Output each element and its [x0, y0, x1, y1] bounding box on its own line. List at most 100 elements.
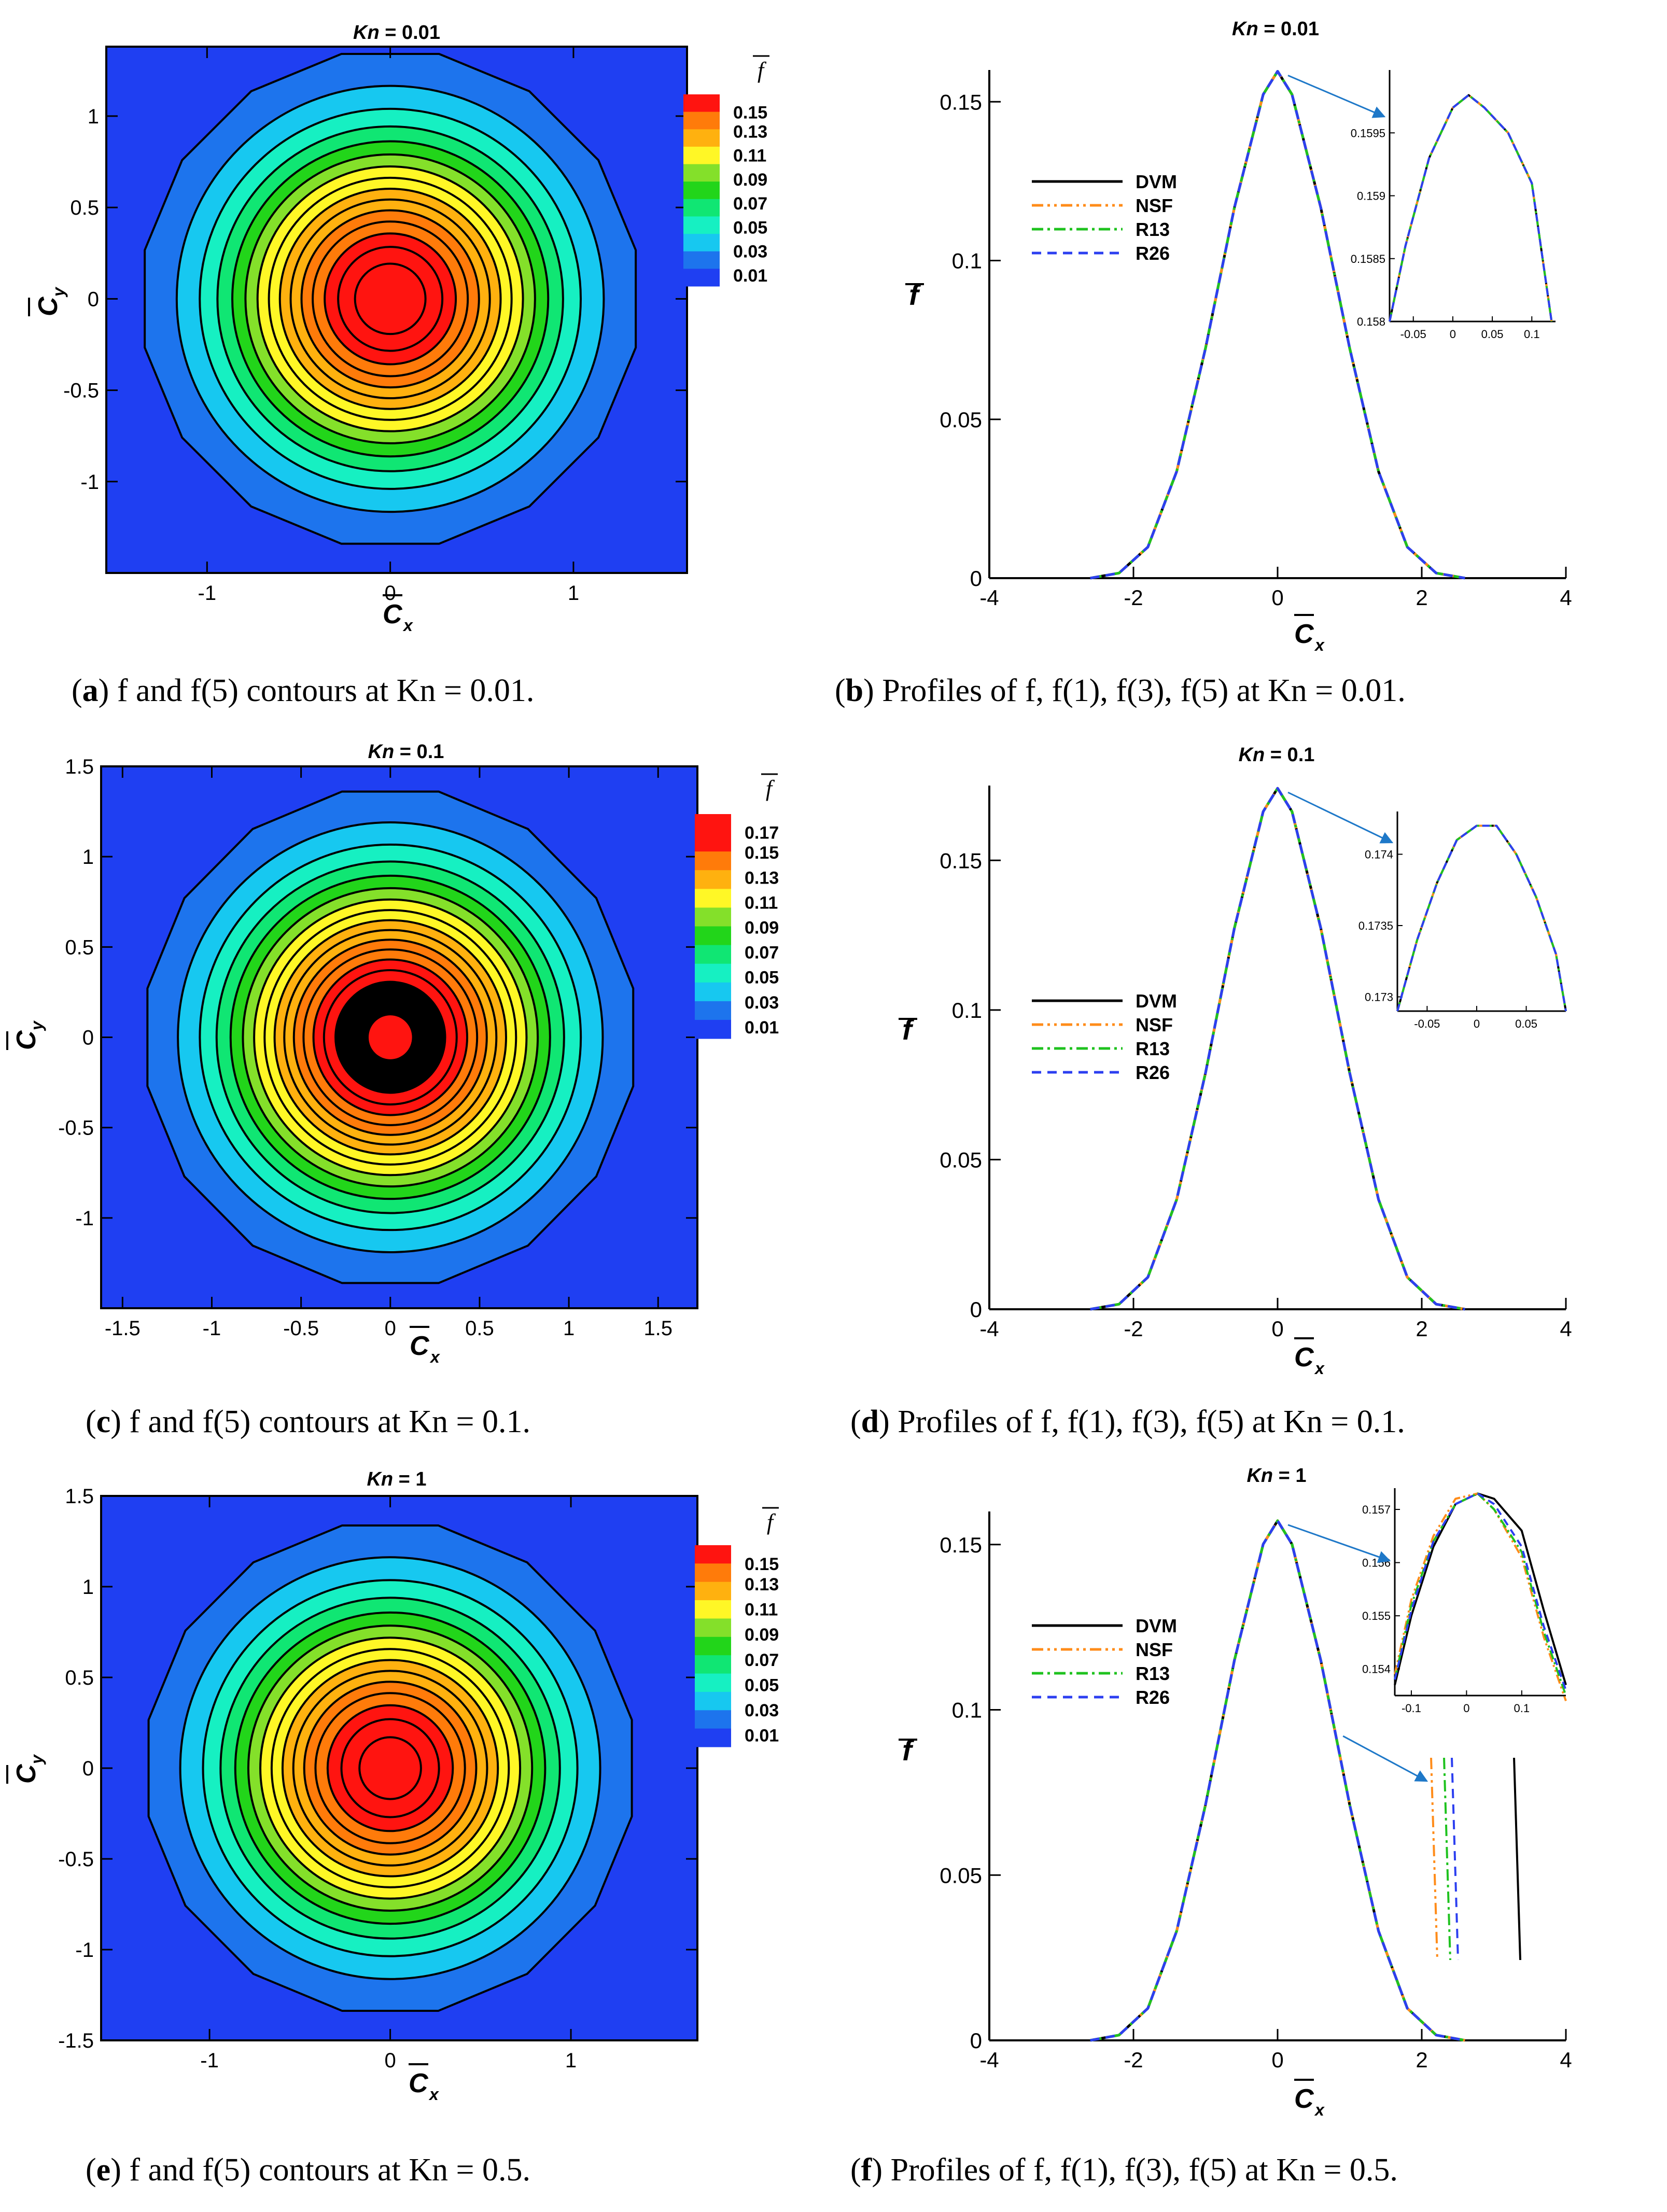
x-tick-label: -1 [198, 582, 217, 605]
title-value: = 1 [393, 1468, 426, 1490]
panel-c-contour: Kn = 0.1 -1.5 -1 -0.5 0 0.5 1 1.5 -1 -0.5 0 0.5 1 1.… [6, 741, 779, 1439]
colorbar-tick-label: 0.09 [733, 170, 767, 190]
tail-zoom-line-r13 [1443, 1757, 1451, 1961]
y-tick-label: 0.5 [65, 936, 94, 959]
title-value: = 1 [1273, 1465, 1306, 1487]
legend-label-nsf: NSF [1136, 195, 1173, 216]
legend-label-dvm: DVM [1136, 1615, 1177, 1636]
contour-line [314, 1692, 466, 1844]
contour-line [300, 209, 480, 389]
y-label-main: C [11, 1030, 41, 1050]
x-tick-label: -2 [1124, 1317, 1143, 1341]
caption-letter: f [861, 2152, 873, 2188]
legend-label-r26: R26 [1136, 243, 1170, 264]
x-axis-label: C x [383, 594, 413, 635]
y-tick-label: 0 [970, 1297, 982, 1322]
x-axis-label: C x [1294, 1337, 1325, 1378]
contour-line [289, 198, 491, 399]
axes: -1 0 1 -1.5 -1 -0.5 0 0.5 1 1.5 [58, 1485, 697, 2072]
x-axis-label: C x [1294, 614, 1325, 654]
title-kn: Kn [1246, 1465, 1273, 1487]
y-tick-label: 0 [82, 1757, 94, 1780]
series-line-r26 [1090, 70, 1465, 580]
colorbar-swatch [695, 1728, 731, 1747]
inset-series-line-r26 [1389, 94, 1553, 322]
inset-x-tick-label: 0.05 [1515, 1017, 1537, 1030]
inset-series-line-r26 [1396, 824, 1567, 1012]
x-tick-label: 4 [1560, 1317, 1572, 1341]
y-tick-label: -0.5 [58, 1848, 94, 1871]
x-tick-label: 1 [565, 2049, 577, 2072]
colorbar-swatch [695, 1673, 731, 1692]
panel-f-profile: Kn = 1 -4 -2 0 2 4 0 0.05 0.1 0.15 DVM NSF R13 R26 -0… [850, 1465, 1572, 2188]
legend-label-r26: R26 [1136, 1062, 1170, 1083]
x-tick-label: 1.5 [643, 1317, 673, 1340]
contour-line [244, 153, 536, 444]
caption-text: f and f(5) contours at Kn = 0.01. [117, 673, 535, 708]
legend-label-r26: R26 [1136, 1687, 1170, 1708]
series-line-r26 [1090, 787, 1465, 1311]
colorbar-swatch [695, 926, 731, 946]
x-label-sub: x [428, 2085, 439, 2104]
title-value: = 0.1 [1265, 744, 1314, 766]
legend-label-dvm: DVM [1136, 171, 1177, 192]
y-tick-label: -1 [75, 1207, 94, 1230]
panel-title: Kn = 0.1 [368, 741, 444, 763]
contour-line [292, 1670, 488, 1867]
caption-text: Profiles of f, f(1), f(3), f(5) at Kn = … [882, 673, 1405, 708]
contour-line [337, 246, 444, 352]
inset-series-line-r13 [1389, 94, 1553, 322]
contour-line [268, 176, 513, 421]
contour-line [215, 860, 565, 1214]
caption-letter: b [846, 673, 863, 708]
y-axis-label: C y [6, 1020, 46, 1050]
caption-text: Profiles of f, f(1), f(3), f(5) at Kn = … [890, 2152, 1397, 2188]
contour-line [231, 140, 550, 458]
y-tick-label: -1 [80, 471, 99, 494]
panel-title: Kn = 1 [367, 1468, 426, 1490]
colorbar-tick-label: 0.07 [733, 194, 767, 214]
colorbar-swatch [695, 889, 731, 908]
y-label-sub: y [27, 1754, 46, 1765]
legend-label-r13: R13 [1136, 1663, 1170, 1684]
contour-line [354, 262, 427, 335]
contour-line [273, 919, 508, 1156]
x-label-main: C [409, 2068, 429, 2098]
contour-line [146, 790, 635, 1284]
caption-letter: e [96, 2152, 111, 2188]
contour-line [303, 1681, 478, 1856]
series-line-dvm [1090, 70, 1465, 580]
series-line-nsf [1090, 1519, 1465, 2042]
colorbar-tick-label: 0.07 [745, 1650, 779, 1670]
colorbar-tick-label: 0.13 [745, 1575, 779, 1594]
contour-line [270, 1648, 510, 1888]
inset-series-line-dvm [1394, 1492, 1567, 1686]
caption-letter: a [82, 673, 99, 708]
contour-band-peak [359, 1737, 421, 1799]
profile-plot-area: -4 -2 0 2 4 0 0.05 0.1 0.15 DVM NSF R13 R26 -0.1 0 0.1 0… [940, 1488, 1572, 2072]
inset-x-tick-label: 0.1 [1524, 328, 1540, 341]
colorbar-swatch [683, 129, 720, 147]
inset-y-tick-label: 0.1585 [1351, 253, 1385, 265]
panel-e-contour: Kn = 1 -1 0 1-1.5-1-0.500.511.5 0.150.130.… [6, 1468, 779, 2188]
panel-title: Kn = 0.01 [1232, 18, 1319, 40]
inset-x-tick-label: 0.05 [1481, 328, 1504, 341]
x-tick-label: 2 [1416, 2048, 1427, 2072]
colorbar-swatch [683, 234, 720, 252]
colorbar: 0.150.13 0.11 0.09 0.07 0.05 0.03 0.01 [683, 94, 767, 287]
inset-x-tick-label: 0 [1463, 1702, 1469, 1715]
legend: DVM NSF R13 R26 [1032, 171, 1177, 264]
contour-line [175, 85, 605, 513]
inset-y-tick-label: 0.156 [1362, 1557, 1391, 1570]
title-kn: Kn [1232, 18, 1258, 40]
x-label-main: C [1294, 1342, 1314, 1373]
x-axis-label: C x [1294, 2079, 1325, 2119]
y-tick-label: 0.1 [952, 1698, 982, 1723]
contour-line [358, 1736, 422, 1800]
legend-label-r13: R13 [1136, 219, 1170, 240]
y-tick-label: 0.15 [940, 848, 982, 873]
contour-line [263, 909, 517, 1166]
colorbar-tick-label: 0.05 [745, 1675, 779, 1695]
caption: (c) f and f(5) contours at Kn = 0.1. [86, 1404, 530, 1439]
